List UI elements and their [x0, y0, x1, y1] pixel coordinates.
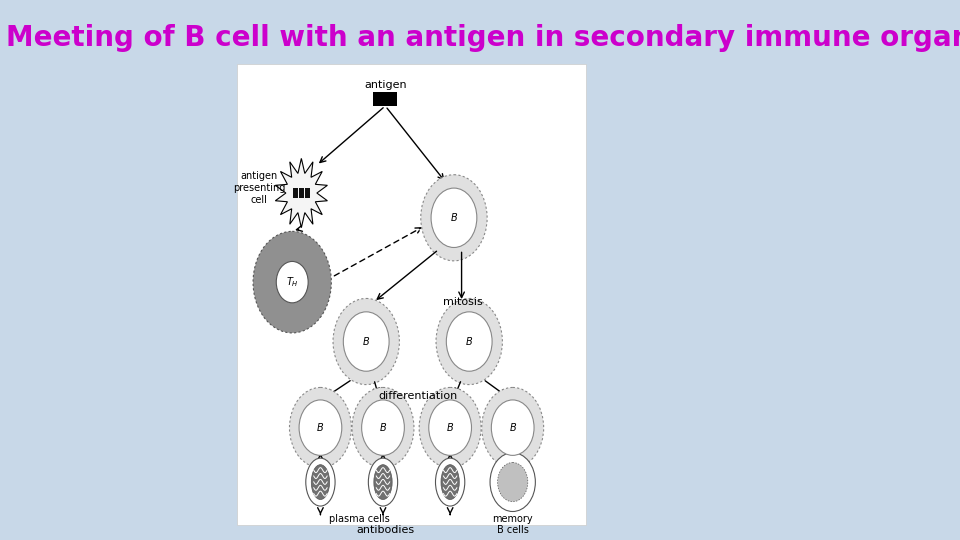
Text: B: B	[450, 213, 457, 223]
Text: antigen: antigen	[364, 80, 407, 90]
Text: memory
B cells: memory B cells	[492, 514, 533, 535]
Circle shape	[420, 388, 481, 468]
Text: antigen
presenting
cell: antigen presenting cell	[233, 172, 285, 205]
FancyBboxPatch shape	[304, 188, 310, 198]
Circle shape	[482, 388, 543, 468]
Circle shape	[352, 388, 414, 468]
FancyBboxPatch shape	[293, 188, 298, 198]
Text: antibodies: antibodies	[356, 525, 415, 535]
Circle shape	[333, 299, 399, 384]
Ellipse shape	[306, 458, 335, 506]
Text: B: B	[466, 336, 472, 347]
Text: B: B	[510, 423, 516, 433]
Text: B: B	[446, 423, 453, 433]
Circle shape	[431, 188, 477, 247]
Text: B: B	[379, 423, 386, 433]
Circle shape	[344, 312, 389, 371]
Ellipse shape	[369, 458, 397, 506]
Circle shape	[490, 453, 536, 511]
Circle shape	[429, 400, 471, 455]
Circle shape	[276, 261, 308, 303]
Text: plasma cells: plasma cells	[329, 514, 390, 524]
Polygon shape	[276, 158, 327, 228]
Text: Meeting of B cell with an antigen in secondary immune organ: Meeting of B cell with an antigen in sec…	[6, 24, 960, 52]
Circle shape	[362, 400, 404, 455]
Circle shape	[497, 462, 528, 502]
Text: B: B	[363, 336, 370, 347]
Circle shape	[436, 299, 502, 384]
Ellipse shape	[373, 465, 392, 500]
FancyBboxPatch shape	[373, 92, 397, 106]
Ellipse shape	[311, 465, 329, 500]
Text: differentiation: differentiation	[378, 391, 458, 401]
Circle shape	[420, 175, 487, 261]
FancyBboxPatch shape	[236, 64, 586, 525]
Circle shape	[300, 400, 342, 455]
Text: $T_H$: $T_H$	[286, 275, 299, 289]
Circle shape	[253, 231, 331, 333]
Circle shape	[492, 400, 534, 455]
Text: mitosis: mitosis	[443, 297, 482, 307]
Circle shape	[290, 388, 351, 468]
Circle shape	[446, 312, 492, 371]
Ellipse shape	[441, 465, 459, 500]
FancyBboxPatch shape	[299, 188, 304, 198]
Text: B: B	[317, 423, 324, 433]
Ellipse shape	[436, 458, 465, 506]
